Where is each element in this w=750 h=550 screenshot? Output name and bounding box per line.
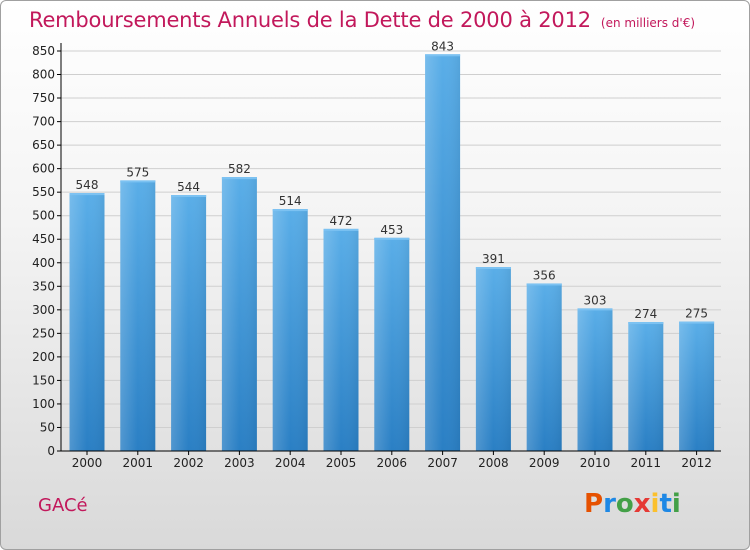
bar-top-edge	[221, 177, 257, 180]
chart-unit: (en milliers d'€)	[600, 16, 696, 30]
bar-value-label: 548	[76, 178, 99, 192]
y-tick-label: 250	[32, 326, 55, 340]
bar-top-edge	[425, 54, 461, 57]
y-tick-label: 400	[32, 256, 55, 270]
bar-shine	[628, 322, 664, 451]
x-tick-label: 2000	[72, 456, 103, 470]
x-tick-label: 2011	[631, 456, 662, 470]
bar-top-edge	[679, 321, 715, 324]
bar-top-edge	[323, 228, 359, 231]
x-tick-label: 2008	[478, 456, 509, 470]
bar-shine	[171, 195, 207, 451]
bar-value-label: 453	[380, 223, 403, 237]
bar-shine	[475, 267, 511, 451]
y-tick-label: 350	[32, 279, 55, 293]
y-tick-label: 200	[32, 350, 55, 364]
proxiti-logo: Proxiti	[584, 489, 681, 519]
logo-letter: r	[603, 489, 616, 519]
bar-top-edge	[577, 308, 613, 311]
x-tick-label: 2009	[529, 456, 560, 470]
bar-top-edge	[272, 209, 308, 212]
bar-shine	[679, 321, 715, 451]
y-tick-label: 0	[47, 444, 55, 458]
x-tick-label: 2001	[123, 456, 154, 470]
bar-shine	[425, 54, 461, 451]
y-tick-label: 500	[32, 209, 55, 223]
bar-top-edge	[69, 193, 105, 196]
bar-shine	[272, 209, 308, 451]
bar-top-edge	[526, 283, 562, 286]
x-tick-label: 2007	[427, 456, 458, 470]
bar-value-label: 303	[584, 293, 607, 307]
chart-title: Remboursements Annuels de la Dette de 20…	[29, 8, 695, 32]
bar-value-label: 274	[634, 307, 657, 321]
x-tick-label: 2005	[326, 456, 357, 470]
bar-value-label: 356	[533, 268, 556, 282]
logo-letter: o	[615, 489, 634, 519]
y-tick-label: 50	[40, 420, 55, 434]
bar-shine	[120, 180, 156, 452]
bar-shine	[323, 228, 359, 451]
y-tick-label: 150	[32, 373, 55, 387]
logo-letter: x	[633, 489, 651, 519]
x-tick-label: 2004	[275, 456, 306, 470]
commune-name: GACé	[38, 495, 88, 516]
y-tick-label: 550	[32, 185, 55, 199]
bar-value-label: 275	[685, 307, 708, 321]
bar-top-edge	[120, 180, 156, 183]
bar-top-edge	[374, 237, 410, 240]
x-tick-label: 2002	[173, 456, 204, 470]
x-tick-label: 2010	[580, 456, 611, 470]
bar-value-label: 843	[431, 39, 454, 53]
bar-shine	[69, 193, 105, 451]
bar-shine	[374, 237, 410, 451]
logo-letter: i	[671, 489, 681, 519]
bar-value-label: 514	[279, 194, 302, 208]
y-tick-label: 750	[32, 91, 55, 105]
y-tick-label: 850	[32, 44, 55, 58]
bar-top-edge	[475, 267, 511, 269]
bar-top-edge	[628, 322, 664, 325]
bar-value-label: 575	[126, 165, 149, 179]
y-tick-label: 600	[32, 162, 55, 176]
x-tick-label: 2012	[681, 456, 712, 470]
y-tick-label: 300	[32, 303, 55, 317]
y-tick-label: 450	[32, 232, 55, 246]
bar-value-label: 391	[482, 252, 505, 266]
bar-top-edge	[171, 195, 207, 197]
bar-value-label: 582	[228, 162, 251, 176]
chart-title-text: Remboursements Annuels de la Dette de 20…	[29, 8, 591, 32]
x-tick-label: 2006	[377, 456, 408, 470]
y-tick-label: 800	[32, 68, 55, 82]
logo-letter: P	[584, 489, 604, 519]
bar-value-label: 544	[177, 180, 200, 194]
bar-shine	[221, 177, 257, 451]
x-tick-label: 2003	[224, 456, 255, 470]
logo-letter: t	[659, 489, 672, 519]
bar-shine	[577, 308, 613, 451]
y-tick-label: 700	[32, 115, 55, 129]
logo-letter: i	[650, 489, 660, 519]
bar-shine	[526, 283, 562, 451]
y-tick-label: 650	[32, 138, 55, 152]
y-tick-label: 100	[32, 397, 55, 411]
bar-value-label: 472	[330, 214, 353, 228]
